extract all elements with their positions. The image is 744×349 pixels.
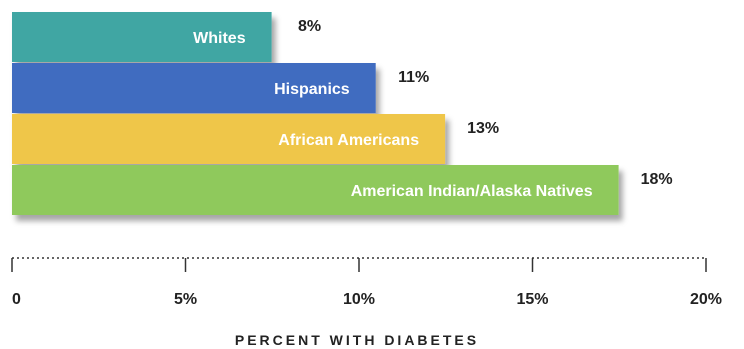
x-axis: 0 5% 10% 15% 20%	[11, 257, 722, 308]
bar-value-label: 13%	[467, 120, 499, 137]
bar-category-label: Hispanics	[274, 81, 350, 98]
x-tick-label: 15%	[516, 291, 548, 308]
x-tick-label: 10%	[343, 291, 375, 308]
bar	[12, 63, 376, 113]
bar	[12, 12, 272, 62]
bar	[12, 165, 619, 215]
x-tick-label: 20%	[690, 291, 722, 308]
bar-category-label: American Indian/Alaska Natives	[351, 183, 593, 200]
x-tick-label: 5%	[174, 291, 197, 308]
bar-value-label: 18%	[641, 171, 673, 188]
bar-value-label: 8%	[298, 18, 321, 35]
bar	[12, 114, 446, 164]
x-axis-title: PERCENT WITH DIABETES	[235, 332, 479, 348]
bar-group: Whites 8% Hispanics 11% African Americans 13%…	[12, 12, 673, 215]
x-tick-label: 0	[12, 291, 21, 308]
bar-category-label: Whites	[193, 30, 246, 47]
bar-category-label: African Americans	[278, 132, 419, 149]
bar-value-label: 11%	[398, 69, 429, 86]
